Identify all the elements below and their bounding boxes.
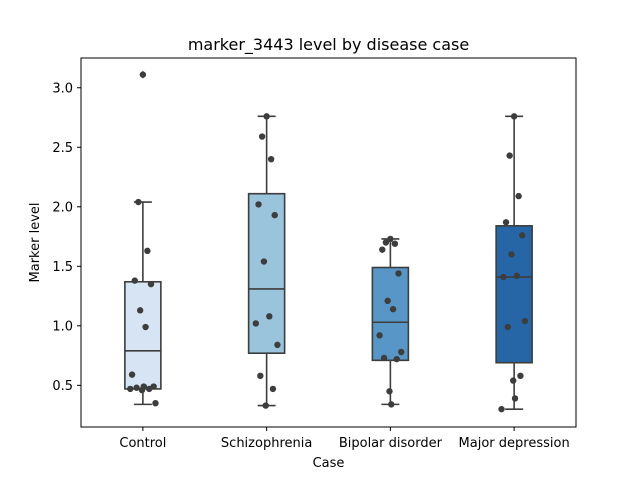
data-point <box>502 219 510 226</box>
iqr-box <box>371 266 410 362</box>
data-point <box>384 297 391 305</box>
y-tick-label: 0.5 <box>52 379 73 394</box>
data-point <box>255 201 262 208</box>
data-point <box>252 320 260 327</box>
data-point <box>274 341 281 349</box>
data-point <box>144 247 151 255</box>
data-point <box>140 383 147 390</box>
data-point <box>391 240 399 247</box>
data-point <box>145 385 153 393</box>
x-axis-title: Case <box>313 456 345 471</box>
data-point <box>376 332 383 339</box>
data-point <box>511 395 519 402</box>
y-axis: 0.5 1.0 1.5 2.0 2.5 3.0 <box>52 81 81 394</box>
data-point <box>257 372 264 380</box>
box-schizophrenia <box>247 115 286 407</box>
data-point <box>139 71 147 78</box>
data-point <box>263 113 270 120</box>
box-control <box>124 70 162 406</box>
data-point <box>510 377 517 384</box>
data-point <box>519 232 526 239</box>
data-point <box>506 152 513 159</box>
data-point <box>152 399 159 407</box>
y-tick-label: 3.0 <box>52 81 73 96</box>
data-point <box>500 273 507 281</box>
data-point <box>517 372 524 380</box>
x-tick-label: Schizophrenia <box>221 436 312 451</box>
data-point <box>128 371 136 378</box>
x-tick-label: Bipolar disorder <box>339 436 443 451</box>
data-point <box>271 211 278 219</box>
x-axis: Control Schizophrenia Bipolar disorder Majo… <box>119 427 570 451</box>
y-tick-label: 2.5 <box>52 141 73 156</box>
data-point <box>131 277 138 284</box>
data-point <box>393 355 400 363</box>
box-major-depression <box>495 115 533 410</box>
data-point <box>387 235 394 243</box>
data-point <box>508 251 515 258</box>
data-point <box>269 385 277 393</box>
plot-area-frame <box>80 57 577 428</box>
data-point <box>135 198 142 206</box>
data-point <box>515 192 522 200</box>
box-bipolar-disorder <box>371 238 410 406</box>
data-point <box>258 133 266 140</box>
chart-title: marker_3443 level by disease case <box>188 35 469 55</box>
data-point <box>142 323 149 331</box>
data-point <box>388 401 395 408</box>
data-point <box>133 384 140 391</box>
data-point <box>389 305 397 313</box>
data-point <box>380 354 388 362</box>
data-point <box>127 385 134 393</box>
data-point <box>379 246 386 253</box>
data-point <box>397 348 405 356</box>
data-point <box>498 405 505 413</box>
data-point <box>136 307 144 314</box>
data-point <box>386 388 393 395</box>
x-tick-label: Major depression <box>459 436 570 451</box>
data-point <box>521 317 529 325</box>
x-tick-label: Control <box>119 436 166 451</box>
iqr-box <box>247 192 286 354</box>
iqr-box <box>124 280 162 390</box>
data-point <box>262 402 269 409</box>
y-tick-label: 1.5 <box>52 260 73 275</box>
data-point <box>267 155 275 163</box>
y-tick-label: 2.0 <box>52 200 73 215</box>
data-point <box>260 258 268 265</box>
data-point <box>266 313 273 320</box>
iqr-box <box>495 225 533 364</box>
data-point <box>382 239 390 246</box>
points-layer <box>127 71 529 413</box>
y-tick-label: 1.0 <box>52 319 73 334</box>
data-point <box>147 280 155 288</box>
data-point <box>504 323 512 331</box>
y-axis-title: Marker level <box>28 203 43 283</box>
data-point <box>513 272 521 280</box>
data-point <box>395 270 402 277</box>
boxes-layer <box>124 70 533 410</box>
data-point <box>510 113 518 120</box>
